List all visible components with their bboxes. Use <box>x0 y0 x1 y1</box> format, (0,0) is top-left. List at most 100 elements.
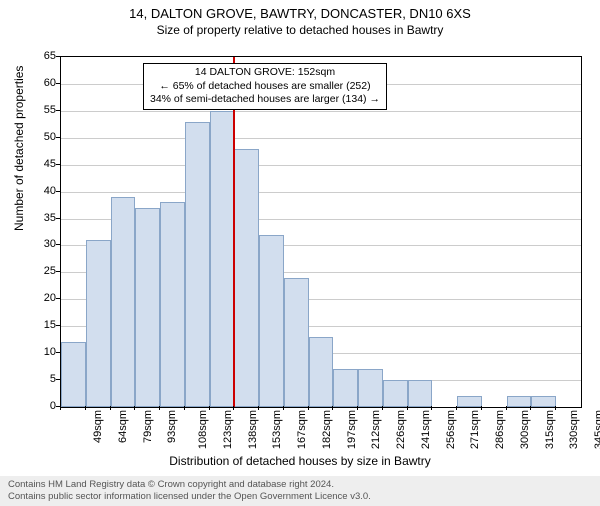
y-tick-label: 35 <box>44 212 56 224</box>
x-tick-label: 182sqm <box>321 410 333 449</box>
y-tick-label: 50 <box>44 131 56 143</box>
x-tick-label: 197sqm <box>346 410 358 449</box>
x-tick-mark <box>60 406 61 410</box>
histogram-bar <box>210 111 235 407</box>
x-tick-mark <box>258 406 259 410</box>
x-tick-label: 330sqm <box>569 410 581 449</box>
grid-line <box>61 111 581 112</box>
annotation-line3: 34% of semi-detached houses are larger (… <box>150 93 380 107</box>
y-tick-label: 40 <box>44 185 56 197</box>
footer: Contains HM Land Registry data © Crown c… <box>0 476 600 506</box>
y-tick-label: 25 <box>44 265 56 277</box>
annotation-line2: ← 65% of detached houses are smaller (25… <box>150 80 380 94</box>
x-tick-label: 138sqm <box>247 410 259 449</box>
histogram-bar <box>408 380 433 407</box>
x-tick-label: 241sqm <box>420 410 432 449</box>
histogram-bar <box>358 369 383 407</box>
y-tick-label: 20 <box>44 292 56 304</box>
x-tick-mark <box>357 406 358 410</box>
histogram-bar <box>333 369 358 407</box>
x-tick-label: 286sqm <box>494 410 506 449</box>
x-tick-label: 256sqm <box>445 410 457 449</box>
y-tick-label: 65 <box>44 50 56 62</box>
y-tick-label: 0 <box>50 400 56 412</box>
x-tick-mark <box>555 406 556 410</box>
x-tick-label: 79sqm <box>142 410 154 443</box>
x-tick-mark <box>283 406 284 410</box>
y-tick-label: 10 <box>44 346 56 358</box>
y-tick-mark <box>56 137 60 138</box>
grid-line <box>61 138 581 139</box>
histogram-bar <box>160 202 185 407</box>
histogram-bar <box>383 380 408 407</box>
y-tick-label: 5 <box>50 373 56 385</box>
x-tick-mark <box>530 406 531 410</box>
annotation-box: 14 DALTON GROVE: 152sqm ← 65% of detache… <box>143 63 387 110</box>
chart-title: 14, DALTON GROVE, BAWTRY, DONCASTER, DN1… <box>0 6 600 21</box>
x-tick-label: 123sqm <box>222 410 234 449</box>
chart-subtitle: Size of property relative to detached ho… <box>0 23 600 37</box>
y-tick-label: 55 <box>44 104 56 116</box>
y-tick-label: 60 <box>44 77 56 89</box>
y-tick-mark <box>56 352 60 353</box>
grid-line <box>61 165 581 166</box>
x-tick-mark <box>382 406 383 410</box>
histogram-bar <box>135 208 160 407</box>
x-tick-label: 315sqm <box>544 410 556 449</box>
x-tick-mark <box>110 406 111 410</box>
x-tick-label: 93sqm <box>166 410 178 443</box>
histogram-bar <box>457 396 482 407</box>
x-tick-label: 167sqm <box>296 410 308 449</box>
y-tick-mark <box>56 244 60 245</box>
x-tick-label: 64sqm <box>117 410 129 443</box>
y-tick-mark <box>56 271 60 272</box>
y-axis-label: Number of detached properties <box>12 66 26 231</box>
x-tick-mark <box>431 406 432 410</box>
y-tick-mark <box>56 298 60 299</box>
x-tick-mark <box>134 406 135 410</box>
histogram-bar <box>185 122 210 407</box>
histogram-bar <box>111 197 136 407</box>
histogram-bar <box>309 337 334 407</box>
x-tick-label: 153sqm <box>271 410 283 449</box>
histogram-bar <box>531 396 556 407</box>
x-tick-label: 49sqm <box>92 410 104 443</box>
footer-line2: Contains public sector information licen… <box>8 491 592 503</box>
y-tick-label: 30 <box>44 238 56 250</box>
annotation-line1: 14 DALTON GROVE: 152sqm <box>150 66 380 80</box>
footer-line1: Contains HM Land Registry data © Crown c… <box>8 479 592 491</box>
histogram-bar <box>507 396 532 407</box>
x-tick-mark <box>506 406 507 410</box>
histogram-bar <box>259 235 284 407</box>
x-tick-label: 345sqm <box>593 410 600 449</box>
histogram-bar <box>86 240 111 407</box>
y-tick-label: 45 <box>44 158 56 170</box>
y-tick-mark <box>56 110 60 111</box>
x-tick-mark <box>481 406 482 410</box>
y-tick-mark <box>56 164 60 165</box>
x-tick-label: 300sqm <box>519 410 531 449</box>
grid-line <box>61 192 581 193</box>
plot-area: 14 DALTON GROVE: 152sqm ← 65% of detache… <box>60 56 582 408</box>
x-tick-mark <box>332 406 333 410</box>
y-tick-mark <box>56 218 60 219</box>
x-tick-mark <box>184 406 185 410</box>
chart-container: 14, DALTON GROVE, BAWTRY, DONCASTER, DN1… <box>0 6 600 506</box>
x-tick-label: 212sqm <box>371 410 383 449</box>
x-tick-mark <box>456 406 457 410</box>
x-tick-mark <box>308 406 309 410</box>
y-tick-mark <box>56 379 60 380</box>
x-tick-label: 108sqm <box>197 410 209 449</box>
y-tick-mark <box>56 56 60 57</box>
x-tick-mark <box>85 406 86 410</box>
x-tick-mark <box>233 406 234 410</box>
histogram-bar <box>61 342 86 407</box>
x-axis-label: Distribution of detached houses by size … <box>0 454 600 468</box>
y-tick-label: 15 <box>44 319 56 331</box>
x-tick-label: 226sqm <box>395 410 407 449</box>
histogram-bar <box>234 149 259 407</box>
y-tick-mark <box>56 325 60 326</box>
y-tick-mark <box>56 83 60 84</box>
x-tick-label: 271sqm <box>470 410 482 449</box>
y-tick-mark <box>56 191 60 192</box>
